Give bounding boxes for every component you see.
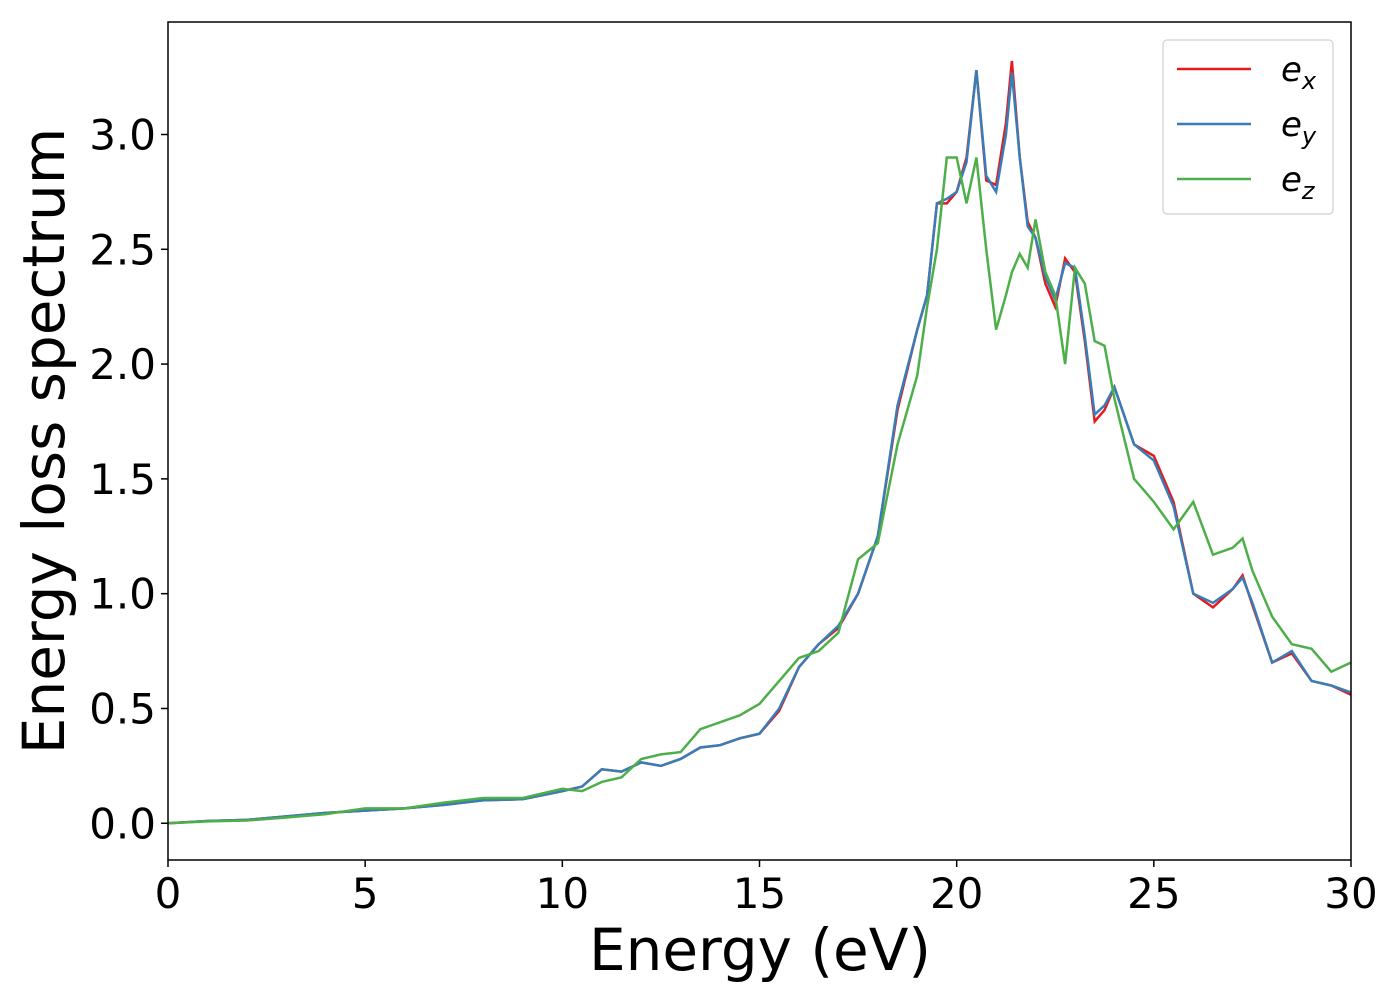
y-tick-label: 2.5 xyxy=(89,225,156,274)
x-axis-label: Energy (eV) xyxy=(589,916,931,984)
x-tick-label: 25 xyxy=(1127,869,1180,918)
x-tick-label: 15 xyxy=(733,869,786,918)
y-tick-label: 0.0 xyxy=(89,799,156,848)
y-tick-label: 0.5 xyxy=(89,684,156,733)
y-tick-label: 1.5 xyxy=(89,455,156,504)
x-tick-label: 0 xyxy=(155,869,182,918)
y-tick-label: 1.0 xyxy=(89,570,156,619)
y-axis-label: Energy loss spectrum xyxy=(10,128,78,754)
legend-label: ex xyxy=(1281,50,1317,95)
plot-frame xyxy=(167,21,1352,861)
series-line xyxy=(168,156,1351,825)
legend-label: ez xyxy=(1281,160,1316,205)
legend-label: ey xyxy=(1281,105,1317,150)
legend-box xyxy=(1162,39,1334,215)
y-tick-label: 3.0 xyxy=(89,110,156,159)
x-tick-label: 30 xyxy=(1324,869,1377,918)
x-tick-label: 10 xyxy=(536,869,589,918)
y-tick-label: 2.0 xyxy=(89,340,156,389)
x-tick-label: 20 xyxy=(930,869,983,918)
x-tick-label: 5 xyxy=(352,869,379,918)
